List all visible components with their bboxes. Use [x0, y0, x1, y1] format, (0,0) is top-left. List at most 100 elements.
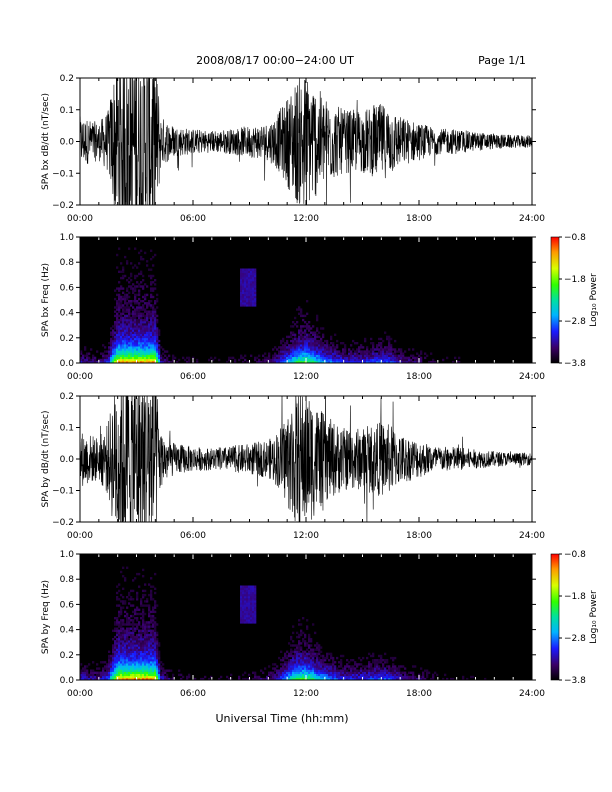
- spectrogram-cell: [310, 356, 313, 360]
- spectrogram-cell: [308, 677, 311, 681]
- spectrogram-cell: [384, 352, 387, 355]
- spectrogram-cell: [112, 356, 115, 360]
- spectrogram-cell: [146, 350, 149, 353]
- spectrogram-cell: [436, 673, 439, 677]
- spectrogram-cell: [156, 327, 159, 330]
- spectrogram-cell: [136, 335, 139, 339]
- spectrogram-cell: [126, 631, 129, 635]
- spectrogram-cell: [128, 276, 131, 280]
- spectrogram-cell: [306, 323, 309, 326]
- spectrogram-cell: [314, 342, 317, 345]
- spectrogram-cell: [112, 337, 115, 341]
- spectrogram-cell: [110, 661, 113, 664]
- spectrogram-cell: [308, 327, 311, 330]
- spectrogram-cell: [134, 333, 137, 336]
- spectrogram-cell: [140, 337, 143, 341]
- spectrogram-cell: [142, 333, 145, 336]
- spectrogram-cell: [128, 325, 131, 328]
- spectrogram-cell: [388, 342, 391, 345]
- spectrogram-cell: [144, 635, 147, 639]
- spectrogram-cell: [318, 348, 321, 351]
- spectrogram-cell: [272, 667, 275, 670]
- spectrogram-cell: [156, 333, 159, 336]
- spectrogram-cell: [86, 673, 89, 677]
- spectrogram-cell: [306, 350, 309, 353]
- spectrogram-cell: [246, 300, 249, 303]
- spectrogram-cell: [246, 272, 249, 276]
- spectrogram-cell: [122, 650, 125, 653]
- spectrogram-cell: [120, 640, 123, 643]
- spectrogram-cell: [382, 339, 385, 343]
- spectrogram-cell: [84, 677, 87, 681]
- spectrogram-cell: [298, 677, 301, 681]
- spectrogram-cell: [108, 342, 111, 345]
- spectrogram-cell: [136, 673, 139, 677]
- spectrogram-cell: [136, 342, 139, 345]
- spectrogram-cell: [250, 591, 253, 595]
- spectrogram-cell: [142, 623, 145, 626]
- spectrogram-cell: [304, 640, 307, 643]
- spectrogram-cell: [378, 348, 381, 351]
- spectrogram-cell: [390, 344, 393, 347]
- spectrogram-cell: [118, 335, 121, 339]
- spectrogram-cell: [302, 675, 305, 679]
- spectrogram-cell: [232, 356, 235, 360]
- spectrogram-cell: [116, 304, 119, 307]
- spectrogram-cell: [322, 665, 325, 668]
- spectrogram-cell: [336, 346, 339, 349]
- spectrogram-cell: [84, 675, 87, 679]
- spectrogram-cell: [118, 638, 121, 641]
- spectrogram-cell: [312, 654, 315, 658]
- spectrogram-cell: [394, 360, 397, 364]
- spectrogram-cell: [392, 677, 395, 681]
- spectrogram-cell: [368, 667, 371, 670]
- spectrogram-cell: [250, 304, 253, 307]
- spectrogram-cell: [284, 675, 287, 679]
- spectrogram-cell: [132, 300, 135, 303]
- spectrogram-cell: [146, 293, 149, 297]
- spectrogram-cell: [242, 614, 245, 618]
- spectrogram-cell: [148, 646, 151, 649]
- spectrogram-cell: [248, 285, 251, 288]
- spectrogram-cell: [314, 667, 317, 670]
- spectrogram-cell: [120, 354, 123, 357]
- x-tick-label: 24:00: [519, 214, 545, 224]
- spectrogram-cell: [248, 596, 251, 599]
- spectrogram-cell: [310, 350, 313, 353]
- spectrogram-cell: [300, 314, 303, 318]
- spectrogram-cell: [142, 671, 145, 674]
- spectrogram-cell: [140, 635, 143, 639]
- spectrogram-cell: [114, 327, 117, 330]
- spectrogram-cell: [268, 352, 271, 355]
- spectrogram-cell: [280, 339, 283, 343]
- spectrogram-cell: [322, 335, 325, 339]
- spectrogram-cell: [286, 346, 289, 349]
- spectrogram-cell: [250, 279, 253, 282]
- spectrogram-cell: [156, 321, 159, 324]
- spectrogram-cell: [416, 356, 419, 360]
- spectrogram-cell: [124, 677, 127, 681]
- spectrogram-cell: [132, 604, 135, 607]
- spectrogram-cell: [136, 667, 139, 670]
- spectrogram-cell: [134, 627, 137, 630]
- spectrogram-cell: [156, 604, 159, 607]
- spectrogram-cell: [300, 333, 303, 336]
- spectrogram-cell: [144, 671, 147, 674]
- spectrogram-cell: [400, 677, 403, 681]
- spectrogram-cell: [360, 350, 363, 353]
- spectrogram-cell: [384, 677, 387, 681]
- spectrogram-cell: [140, 270, 143, 273]
- spectrogram-cell: [384, 659, 387, 662]
- spectrogram-cell: [150, 669, 153, 672]
- spectrogram-cell: [150, 316, 153, 320]
- spectrogram-cell: [252, 300, 255, 303]
- spectrogram-cell: [84, 669, 87, 672]
- spectrogram-cell: [258, 354, 261, 357]
- spectrogram-cell: [142, 331, 145, 334]
- spectrogram-cell: [126, 352, 129, 355]
- spectrogram-cell: [156, 337, 159, 341]
- spectrogram-cell: [378, 337, 381, 341]
- spectrogram-cell: [294, 659, 297, 662]
- spectrogram-cell: [240, 270, 243, 273]
- spectrogram-cell: [298, 623, 301, 626]
